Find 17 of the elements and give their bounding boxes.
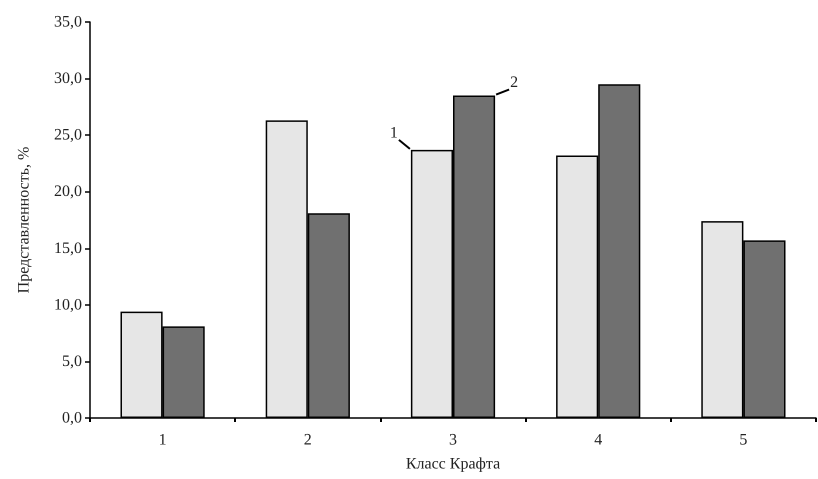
x-tick-label: 4 xyxy=(594,432,602,448)
x-axis-title: Класс Крафта xyxy=(406,456,500,472)
annotation: 1 xyxy=(390,124,398,142)
y-tick-label: 5,0 xyxy=(62,352,82,370)
x-tick-label: 2 xyxy=(304,432,312,448)
y-tick-label: 20,0 xyxy=(54,183,82,200)
y-tick-label: 10,0 xyxy=(54,296,82,314)
y-axis-title: Представленность, % xyxy=(16,146,32,294)
y-tick-label: 30,0 xyxy=(54,70,82,88)
y-tick-label: 35,0 xyxy=(54,14,82,30)
x-tick-label: 5 xyxy=(739,432,748,448)
y-tick-label: 0,0 xyxy=(62,410,82,426)
x-tick-label: 1 xyxy=(158,432,167,448)
annotation: 2 xyxy=(510,74,518,92)
x-tick-label: 3 xyxy=(449,432,457,448)
y-tick-label: 15,0 xyxy=(54,240,82,257)
y-tick-label: 25,0 xyxy=(54,126,82,144)
